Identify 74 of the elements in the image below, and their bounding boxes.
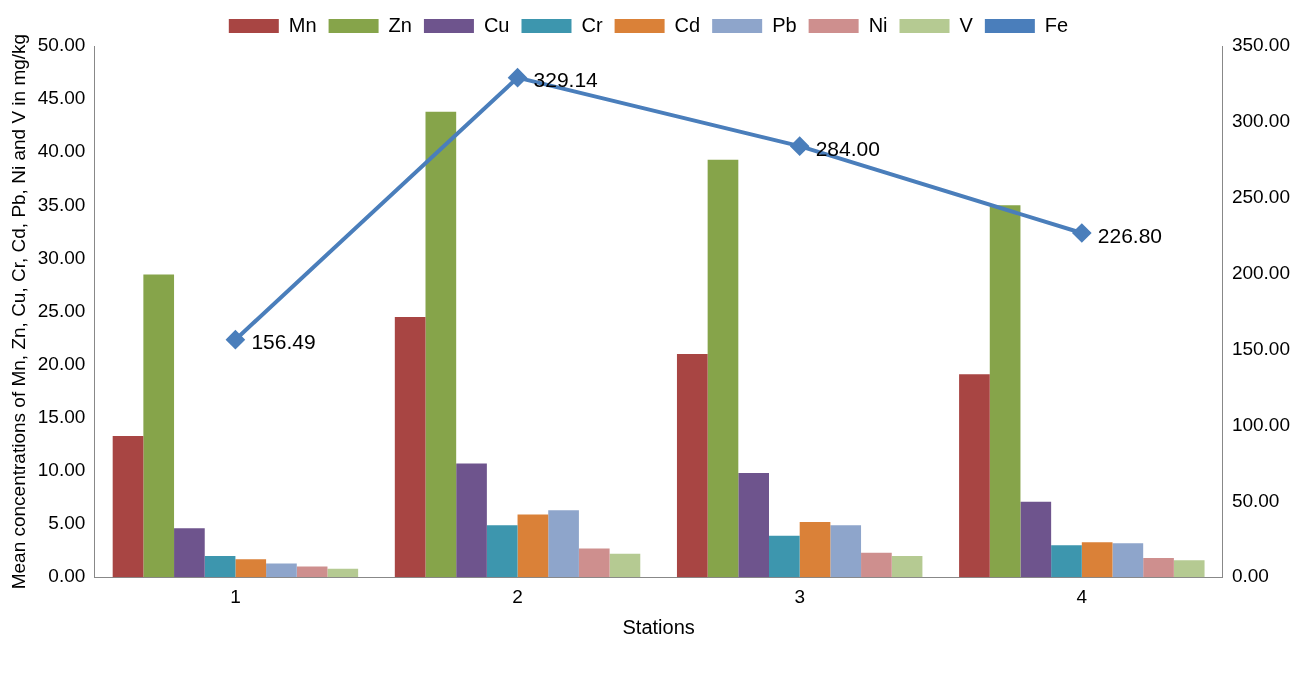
legend-label: Cd [674,13,701,36]
bar [394,316,426,578]
bar [676,354,708,578]
bar [143,274,175,578]
bar [738,473,769,578]
bar [989,205,1021,578]
legend-label: Ni [868,13,888,36]
y-tick-label: 45.00 [37,87,86,109]
y-tick-label: 25.00 [37,299,86,321]
bar [1112,543,1144,578]
legend-label: Pb [772,13,797,36]
x-axis-title: Stations [622,615,695,638]
point [790,137,809,156]
point [226,330,245,349]
y2-tick-label: 250.00 [1231,186,1291,208]
y2-tick-label: 300.00 [1231,110,1291,132]
y-tick-label: 30.00 [37,246,86,268]
legend-label: V [959,13,974,36]
y-tick-label: 5.00 [48,512,86,534]
bar [891,555,923,578]
legend-label: Zn [388,13,412,36]
bar [548,510,579,578]
y2-tick-label: 50.00 [1231,489,1280,511]
bar [204,555,236,578]
bar [799,521,831,578]
bar [578,548,610,578]
x-tick-label: 1 [230,585,241,607]
bar [1020,501,1052,578]
x-tick-label: 3 [794,585,805,607]
bar [769,535,800,578]
legend-label: Fe [1044,13,1069,36]
bar [1143,558,1174,578]
bar [959,374,990,578]
bar [266,563,297,578]
legend-label: Mn [288,13,317,36]
bar [517,514,549,578]
bar [235,559,267,578]
y-tick-label: 50.00 [37,34,86,56]
point [508,68,527,87]
y2-tick-label: 350.00 [1231,34,1291,56]
bar [1081,542,1113,578]
bar [830,525,862,578]
bar [327,568,359,578]
y2-tick-label: 150.00 [1231,337,1291,359]
data-label: 284.00 [815,136,880,160]
bar [486,525,518,578]
x-tick-label: 2 [512,585,523,607]
bar [707,159,739,578]
bar [425,111,457,578]
point [1072,223,1091,242]
bar [456,463,487,578]
bar [1173,560,1205,578]
bar [174,528,205,578]
y-tick-label: 35.00 [37,193,86,215]
y-tick-label: 10.00 [37,459,86,481]
bar [112,435,144,578]
y2-tick-label: 200.00 [1231,261,1291,283]
y-axis-title: Mean concentrations of Mn, Zn, Cu, Cr, Cd, Pb, Ni and V in mg/kg [7,33,29,590]
data-label: 156.49 [251,330,316,354]
x-tick-label: 4 [1076,585,1088,607]
y-tick-label: 15.00 [37,406,86,428]
bar [861,552,892,578]
bar [609,553,641,578]
legend-label: Cu [483,13,510,36]
y-tick-label: 40.00 [37,140,86,162]
bar [296,566,328,578]
data-label: 329.14 [533,68,599,92]
data-label: 226.80 [1097,223,1163,247]
bar [1051,545,1082,578]
y-tick-label: 0.00 [48,565,86,587]
y2-tick-label: 100.00 [1231,413,1291,435]
legend-label: Cr [581,13,603,36]
y2-tick-label: 0.00 [1231,565,1269,587]
y-tick-label: 20.00 [37,352,86,374]
